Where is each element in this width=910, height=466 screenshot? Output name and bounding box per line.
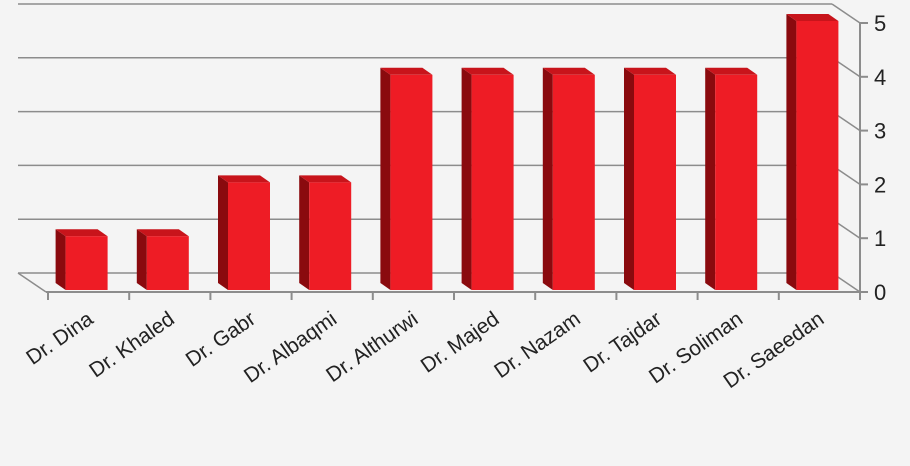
bar-front: [309, 182, 352, 290]
y-tick-label: 2: [874, 172, 886, 197]
bar-side: [705, 67, 716, 290]
bar: [542, 67, 595, 290]
bar-front: [471, 74, 514, 290]
x-category-label: Dr. Khaled: [85, 307, 179, 382]
bar: [705, 67, 758, 290]
bar-side: [542, 67, 553, 290]
bar: [299, 175, 352, 290]
bar-front: [390, 74, 433, 290]
x-category-label: Dr. Althurwi: [322, 307, 422, 387]
bar: [218, 175, 270, 290]
bar: [461, 67, 514, 290]
floor-edge: [17, 272, 47, 293]
bar-front: [634, 74, 676, 290]
x-category-label: Dr. Nazam: [490, 307, 584, 383]
bar: [380, 67, 433, 290]
y-tick-label: 4: [874, 65, 886, 90]
bar: [786, 14, 839, 290]
bar-side: [786, 14, 797, 290]
bar-side: [136, 229, 147, 290]
bar-side: [380, 67, 391, 290]
bar: [55, 229, 108, 290]
y-tick-labels: 0 1 2 3 4 5: [874, 11, 886, 305]
bar-top: [542, 67, 595, 75]
bar-front: [796, 21, 839, 290]
bar-front: [715, 74, 758, 290]
gridline-diagonal: [831, 3, 861, 24]
bar-top: [136, 229, 189, 237]
y-tick-label: 1: [874, 226, 886, 251]
bar: [136, 229, 189, 290]
y-tick-label: 0: [874, 280, 886, 305]
bar-front: [65, 236, 108, 290]
bar-side: [55, 229, 66, 290]
bar-side: [624, 67, 634, 290]
axes: [46, 22, 868, 300]
bar-side: [461, 67, 472, 290]
x-category-label: Dr. Majed: [417, 307, 504, 377]
bar-top: [55, 229, 108, 237]
bar-top: [380, 67, 433, 75]
bar-side: [218, 175, 228, 290]
x-category-label: Dr. Dina: [22, 307, 98, 370]
bars: [55, 14, 839, 290]
bar-top: [218, 175, 270, 183]
bar-top: [299, 175, 352, 183]
bar-top: [461, 67, 514, 75]
bar-front: [552, 74, 595, 290]
bar-top: [705, 67, 758, 75]
y-tick-label: 5: [874, 11, 886, 36]
bar-top: [786, 14, 839, 21]
bar-top: [624, 67, 676, 75]
bar-front: [146, 236, 189, 290]
bar-side: [299, 175, 310, 290]
bar-front: [228, 182, 270, 290]
bar: [624, 67, 676, 290]
y-tick-label: 3: [874, 119, 886, 144]
